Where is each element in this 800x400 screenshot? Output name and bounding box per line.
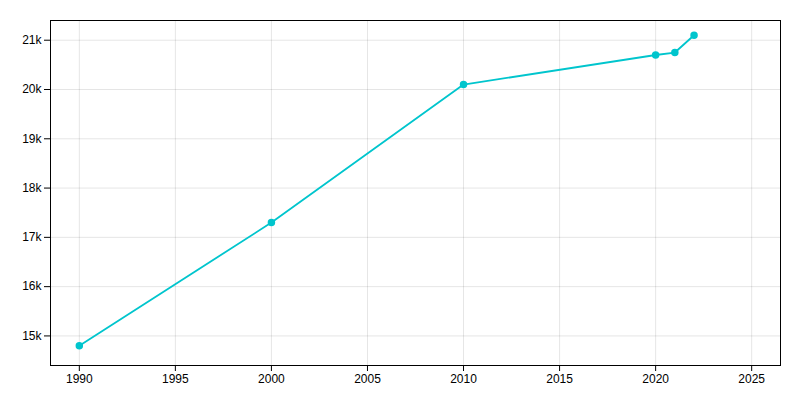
svg-text:20k: 20k	[22, 82, 42, 96]
svg-text:19k: 19k	[22, 132, 42, 146]
svg-text:18k: 18k	[22, 181, 42, 195]
svg-text:17k: 17k	[22, 230, 42, 244]
svg-text:16k: 16k	[22, 279, 42, 293]
svg-text:1990: 1990	[66, 372, 93, 386]
svg-text:2005: 2005	[354, 372, 381, 386]
svg-text:21k: 21k	[22, 33, 42, 47]
svg-text:15k: 15k	[22, 329, 42, 343]
svg-text:2020: 2020	[642, 372, 669, 386]
svg-text:2015: 2015	[546, 372, 573, 386]
svg-text:2025: 2025	[738, 372, 765, 386]
svg-text:2000: 2000	[258, 372, 285, 386]
svg-text:2010: 2010	[450, 372, 477, 386]
svg-text:1995: 1995	[162, 372, 189, 386]
